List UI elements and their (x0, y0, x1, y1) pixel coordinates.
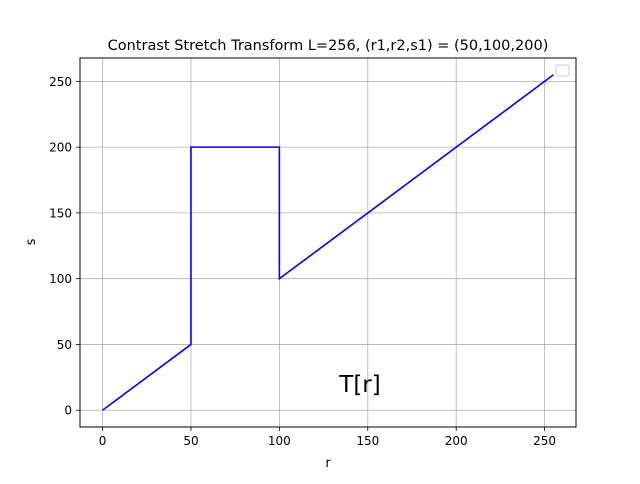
x-tick-label: 100 (268, 434, 291, 448)
plot-frame (79, 57, 577, 428)
y-tick-label: 150 (49, 206, 72, 220)
y-tick-label: 100 (49, 272, 72, 286)
y-tick-label: 200 (49, 141, 72, 155)
series-line (102, 74, 554, 411)
y-tick-label: 250 (49, 75, 72, 89)
series-layer (102, 74, 554, 411)
grid (80, 58, 576, 427)
x-tick-label: 0 (99, 434, 107, 448)
y-axis-label: s (24, 238, 39, 245)
y-tick-label: 0 (64, 404, 72, 418)
x-tick-label: 50 (183, 434, 198, 448)
y-tick-label: 50 (57, 338, 72, 352)
x-tick-label: 150 (356, 434, 379, 448)
x-axis: 0 50 100 150 200 250 (99, 427, 556, 448)
legend-box (555, 64, 570, 77)
chart-title: Contrast Stretch Transform L=256, (r1,r2… (108, 38, 549, 54)
annotation-label: T[r] (338, 372, 380, 398)
x-tick-label: 250 (533, 434, 556, 448)
y-axis: 0 50 100 150 200 250 (49, 75, 80, 418)
x-tick-label: 200 (445, 434, 468, 448)
x-axis-label: r (325, 456, 331, 471)
